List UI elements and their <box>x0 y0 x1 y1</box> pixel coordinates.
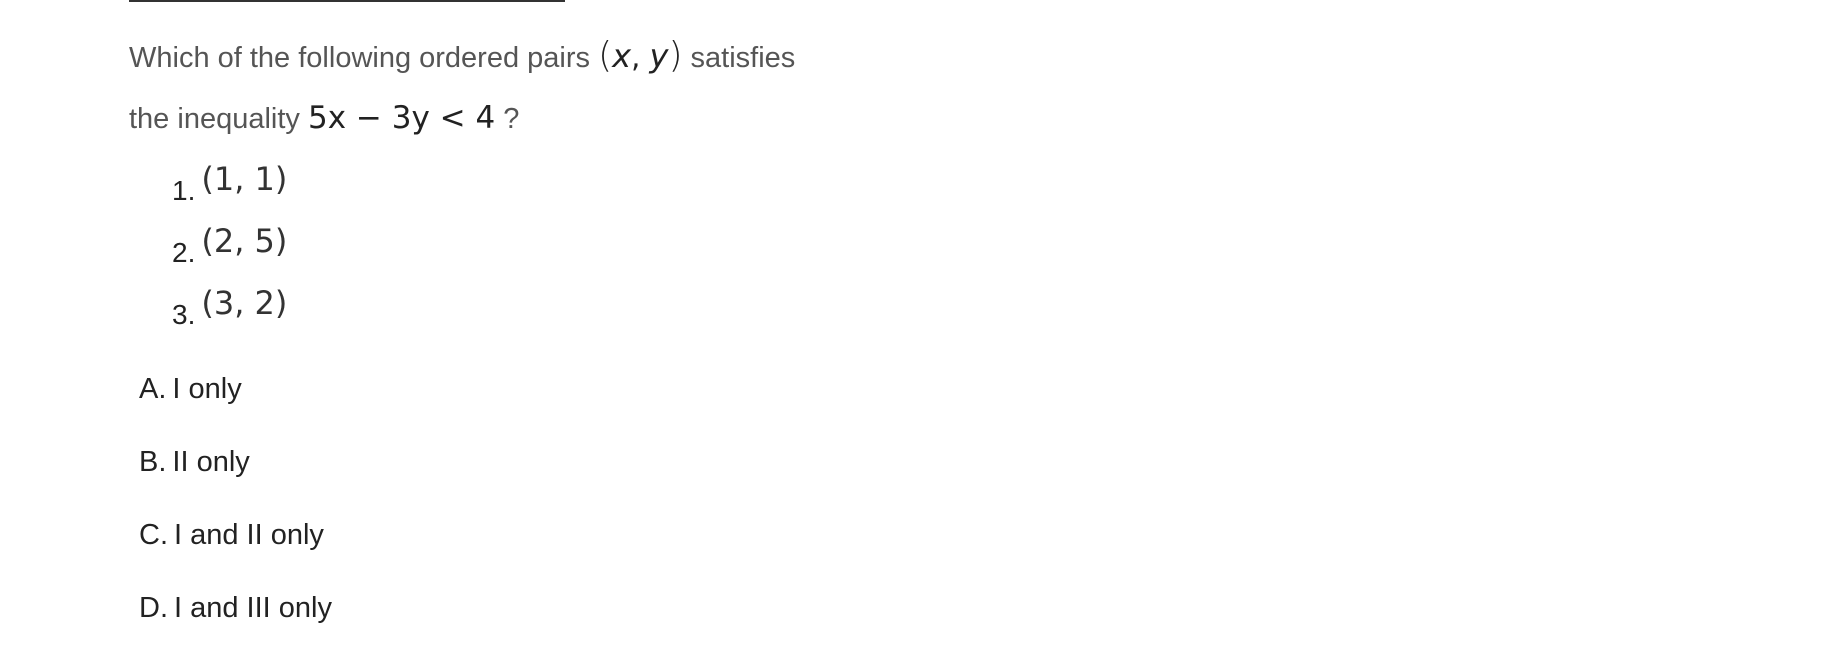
variable-x: x <box>612 37 632 75</box>
choice-text: II only <box>172 446 250 478</box>
list-item: 2. (2, 5) <box>172 214 287 276</box>
item-number: 2. <box>172 237 196 268</box>
choice-text: I and II only <box>174 519 324 551</box>
list-item: 1. (1, 1) <box>172 152 287 214</box>
choice-text: I only <box>172 373 242 405</box>
list-item: 3. (3, 2) <box>172 276 287 338</box>
question-text-inequality-label: the inequality <box>129 103 300 135</box>
answer-choice-b[interactable]: B. II only <box>139 426 332 499</box>
choice-letter: D. <box>139 592 168 624</box>
ordered-pair: (2, 5) <box>201 222 288 260</box>
choice-letter: A. <box>139 373 167 405</box>
item-number: 1. <box>172 175 196 206</box>
ordered-pair-list: 1. (1, 1) 2. (2, 5) 3. (3, 2) <box>172 152 287 338</box>
question-mark: ? <box>503 103 520 135</box>
ordered-pair: (3, 2) <box>201 284 288 322</box>
question-text: Which of the following ordered pairs <box>129 42 591 74</box>
choice-text: I and III only <box>174 592 332 624</box>
inequality-expression: 5x − 3y < 4 <box>307 100 496 136</box>
question-stem: Which of the following ordered pairs (x,… <box>129 26 889 149</box>
ordered-pair: (1, 1) <box>201 160 288 198</box>
question-line-1: Which of the following ordered pairs (x,… <box>129 26 889 88</box>
pair-open-paren: ( <box>598 35 613 76</box>
choice-letter: C. <box>139 519 168 551</box>
variable-y: y <box>649 37 669 75</box>
choice-letter: B. <box>139 446 167 478</box>
answer-choice-d[interactable]: D. I and III only <box>139 572 332 645</box>
pair-comma: , <box>631 40 650 74</box>
question-text-suffix: satisfies <box>690 42 796 74</box>
top-divider <box>129 0 565 2</box>
pair-close-paren: ) <box>668 35 683 76</box>
item-number: 3. <box>172 299 196 330</box>
answer-choices: A. I only B. II only C. I and II only D.… <box>139 353 332 645</box>
question-line-2: the inequality 5x − 3y < 4 ? <box>129 88 889 149</box>
answer-choice-a[interactable]: A. I only <box>139 353 332 426</box>
answer-choice-c[interactable]: C. I and II only <box>139 499 332 572</box>
